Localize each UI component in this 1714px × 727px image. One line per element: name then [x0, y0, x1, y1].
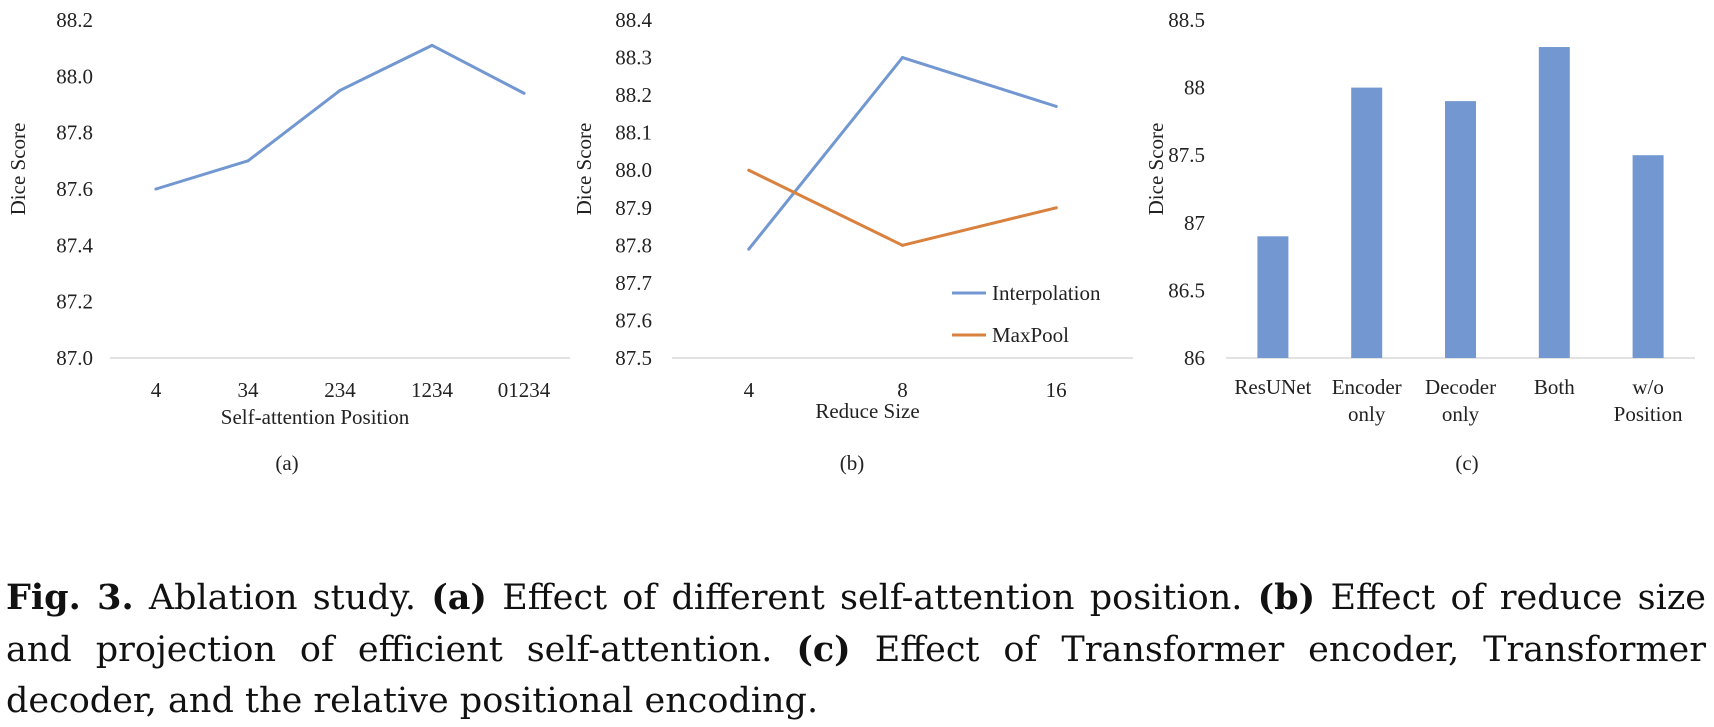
y-tick-label: 87.5: [1168, 143, 1205, 167]
y-tick-label: 87.7: [615, 271, 652, 295]
figure-caption: Fig. 3. Ablation study. (a) Effect of di…: [6, 572, 1706, 727]
chart-panel-3: 86 86.5 87 87.5 88 88.5 ResUNet Encoder only Deco…: [1144, 8, 1695, 475]
data-point: [154, 187, 158, 191]
x-tick-label: 34: [238, 378, 260, 402]
x-axis-title: Self-attention Position: [221, 405, 410, 429]
y-axis-title: Dice Score: [1144, 123, 1168, 216]
caption-fig-label: Fig. 3.: [6, 577, 134, 618]
y-tick-label: 86.5: [1168, 278, 1205, 302]
bar: [1351, 87, 1383, 358]
x-tick-label: only: [1442, 402, 1480, 426]
x-axis-title: Reduce Size: [815, 399, 919, 423]
y-tick-label: 87.4: [56, 233, 93, 257]
y-tick-label: 88.3: [615, 46, 652, 70]
bar: [1257, 236, 1289, 358]
data-point: [1054, 104, 1058, 108]
y-tick-label: 86: [1184, 346, 1205, 370]
y-tick-label: 88.4: [615, 8, 652, 32]
series-line-dice score: [154, 43, 526, 191]
bar: [1538, 47, 1570, 358]
caption-b-label: (b): [1257, 577, 1316, 618]
data-point: [338, 88, 342, 92]
x-tick-label: 16: [1046, 378, 1067, 402]
x-tick-label: Both: [1534, 375, 1575, 399]
data-point: [747, 247, 751, 251]
y-tick-label: 88: [1184, 76, 1205, 100]
y-tick-label: 88.5: [1168, 8, 1205, 32]
y-tick-label: 87.6: [615, 308, 652, 332]
data-point: [747, 168, 751, 172]
x-tick-label: w/o: [1632, 375, 1664, 399]
y-tick-label: 88.2: [615, 83, 652, 107]
x-tick-label: Encoder: [1332, 375, 1402, 399]
x-tick-label: 8: [897, 378, 908, 402]
bar: [1632, 155, 1664, 358]
data-point: [901, 56, 904, 60]
data-point: [1054, 206, 1058, 210]
y-tick-label: 88.0: [56, 64, 93, 88]
y-tick-label: 87.5: [615, 346, 652, 370]
data-point: [246, 159, 250, 163]
panel-label: (a): [275, 451, 298, 475]
caption-b-text: Effect of reduce size and projection of …: [6, 578, 1706, 670]
panel-label: (b): [840, 451, 865, 475]
data-point: [901, 243, 904, 247]
caption-a-text: Effect of different self-attention posit…: [487, 578, 1258, 618]
y-tick-label: 87.2: [56, 290, 93, 314]
y-axis-title: Dice Score: [6, 123, 30, 216]
y-tick-label: 88.2: [56, 8, 93, 32]
x-tick-label: 234: [324, 378, 356, 402]
y-tick-label: 87.9: [615, 196, 652, 220]
x-tick-label: 4: [744, 378, 755, 402]
y-tick-label: 87.8: [615, 233, 652, 257]
chart-panel-1: 87.0 87.2 87.4 87.6 87.8 88.0 88.2 4 34 234 1234 01…: [6, 8, 570, 475]
data-point: [522, 91, 526, 95]
x-tick-label: Position: [1614, 402, 1683, 426]
legend-entry: Interpolation: [992, 281, 1101, 305]
bar: [1445, 101, 1476, 359]
data-point: [430, 43, 434, 47]
y-tick-label: 87.6: [56, 177, 93, 201]
caption-intro: Ablation study.: [133, 578, 432, 618]
caption-a-label: (a): [431, 577, 487, 618]
series-line-maxpool: [747, 168, 1058, 247]
caption-c-label: (c): [796, 629, 851, 670]
chart-panel-2: 87.5 87.6 87.7 87.8 87.9 88.0 88.1 88.2 88.3 88.4…: [572, 8, 1133, 475]
y-tick-label: 87: [1184, 211, 1205, 235]
y-tick-label: 87.0: [56, 346, 93, 370]
x-tick-label: 01234: [498, 378, 551, 402]
x-tick-label: 1234: [411, 378, 454, 402]
legend-entry: MaxPool: [992, 323, 1069, 347]
x-tick-label: Decoder: [1425, 375, 1496, 399]
panel-label: (c): [1455, 451, 1478, 475]
y-tick-label: 88.1: [615, 121, 652, 145]
y-tick-label: 88.0: [615, 158, 652, 182]
x-tick-label: 4: [151, 378, 162, 402]
ablation-figure: 87.0 87.2 87.4 87.6 87.8 88.0 88.2 4 34 234 1234 01…: [6, 8, 1695, 475]
x-tick-label: only: [1348, 402, 1386, 426]
y-axis-title: Dice Score: [572, 123, 596, 216]
y-tick-label: 87.8: [56, 121, 93, 145]
x-tick-label: ResUNet: [1234, 375, 1311, 399]
